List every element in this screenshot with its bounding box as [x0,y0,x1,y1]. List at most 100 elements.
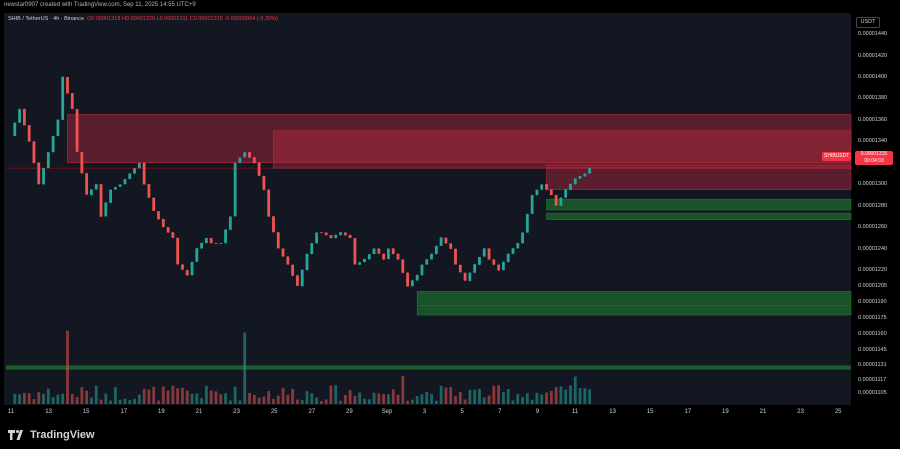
price-tick-label: 0.00001131 [858,362,887,369]
volume-bar [564,389,568,404]
candle-body [272,216,275,233]
candle-body [305,254,309,271]
price-tick-label: 0.00001105 [858,390,887,397]
time-tick-label: 25 [270,409,278,415]
volume-bar [109,400,112,404]
volume-bar [157,400,160,404]
volume-bar [267,391,271,404]
candle-body [391,248,395,255]
candle-body [238,157,242,163]
candle-body [171,232,175,238]
resistance-zone-1 [273,130,852,169]
volume-bar [305,391,309,404]
volume-bar [18,394,21,404]
candle-body [545,184,548,190]
candle-body [434,245,438,255]
volume-bar [42,393,45,404]
time-tick-label: 23 [233,409,240,415]
volume-bar [152,386,156,404]
volume-bar [37,392,41,404]
volume-bar [410,399,414,404]
volume-bar [128,399,132,404]
candle-body [200,242,204,249]
time-tick-label: 17 [120,409,128,415]
candle-body [262,176,266,190]
candle-body [478,256,481,265]
price-tick-label: 0.00001240 [858,245,888,252]
time-tick-label: 21 [759,409,767,415]
volume-bar [248,393,251,404]
tradingview-logo-text: TradingView [30,429,95,441]
volume-bar [310,393,314,404]
volume-bar [66,330,69,404]
candle-body [525,213,529,233]
candle-body [401,259,405,273]
symbol-price-tag: SHIBUSDT [822,152,852,161]
volume-bar [463,399,467,404]
tradingview-logo[interactable]: TradingView [8,429,95,441]
volume-bar [104,393,108,404]
volume-bar [27,393,31,404]
volume-bar [161,386,165,404]
candle-body [66,77,69,94]
volume-bar [391,389,395,404]
volume-bar [425,391,429,404]
candle-body [209,238,213,244]
candle-body [190,262,194,276]
candle-body [185,270,189,276]
time-tick-label: 25 [834,409,842,415]
candle-body [554,195,558,206]
candle-body [22,109,26,126]
volume-bar [80,387,84,404]
time-tick-label: 3 [422,409,427,415]
volume-bar [348,390,352,404]
volume-bar [578,388,582,404]
candle-body [487,248,491,260]
volume-bar [281,387,285,404]
ohlc-values: O0.00001318 H0.00001320 L0.00001311 C0.0… [87,16,278,22]
volume-bar [195,393,199,404]
volume-bar [530,399,534,404]
volume-bar [535,392,539,404]
price-tick-label: 0.00001300 [858,181,888,188]
candle-body [248,152,251,158]
volume-bar [525,393,529,404]
currency-label[interactable]: USDT [856,17,880,28]
volume-bar [137,394,141,404]
candle-body [51,136,55,153]
price-tick-label: 0.00001420 [858,52,888,59]
volume-bar [61,393,65,404]
volume-bar [444,387,448,404]
candle-body [559,197,563,206]
time-axis[interactable] [4,405,855,419]
candle-body [27,125,31,142]
price-tick-label: 0.00001400 [858,73,888,80]
candle-body [56,119,60,136]
candle-body [113,187,117,190]
candle-body [104,202,108,217]
price-tick-label: 0.00001190 [858,299,887,306]
price-axis[interactable] [851,13,900,405]
volume-bar [233,386,237,404]
volume-bar [343,395,347,404]
candle-body [157,211,160,220]
volume-bar [22,393,26,404]
tradingview-logo-icon [8,430,23,440]
candle-body [281,248,285,257]
candle-body [540,184,544,190]
volume-bar [200,398,204,404]
symbol-legend[interactable]: SHIB / TetherUS · 4h · Binance O0.000013… [8,16,278,22]
candle-body [439,237,443,246]
volume-bar [185,390,189,404]
candle-body [444,237,448,244]
candle-body [516,242,520,249]
volume-bar [181,387,184,404]
volume-bar [511,400,515,404]
time-tick-label: 19 [722,409,729,415]
candle-body [410,280,414,287]
candle-body [176,237,180,265]
candle-body [353,238,357,265]
candle-body [482,248,486,257]
candle-body [85,173,89,195]
